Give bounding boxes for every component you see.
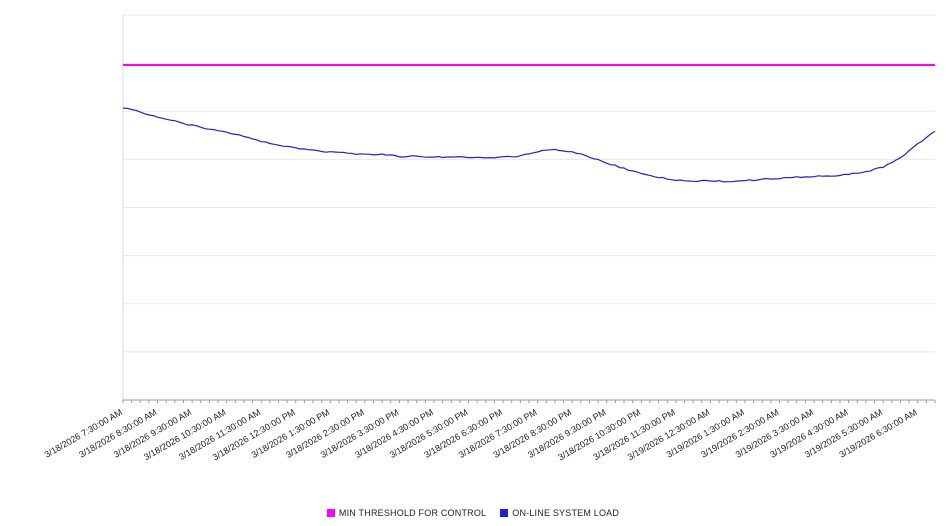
legend-label: ON-LINE SYSTEM LOAD	[512, 508, 620, 518]
legend-swatch-icon	[326, 509, 335, 517]
chart-legend: MIN THRESHOLD FOR CONTROL ON-LINE SYSTEM …	[0, 508, 946, 518]
legend-item[interactable]: ON-LINE SYSTEM LOAD	[500, 508, 619, 518]
legend-item[interactable]: MIN THRESHOLD FOR CONTROL	[326, 508, 487, 518]
load-line-chart: 3/18/2026 7:30:00 AM3/18/2026 8:30:00 AM…	[43, 14, 936, 463]
load-series-line	[122, 107, 936, 183]
legend-swatch-icon	[500, 509, 509, 517]
legend-label: MIN THRESHOLD FOR CONTROL	[338, 508, 487, 518]
